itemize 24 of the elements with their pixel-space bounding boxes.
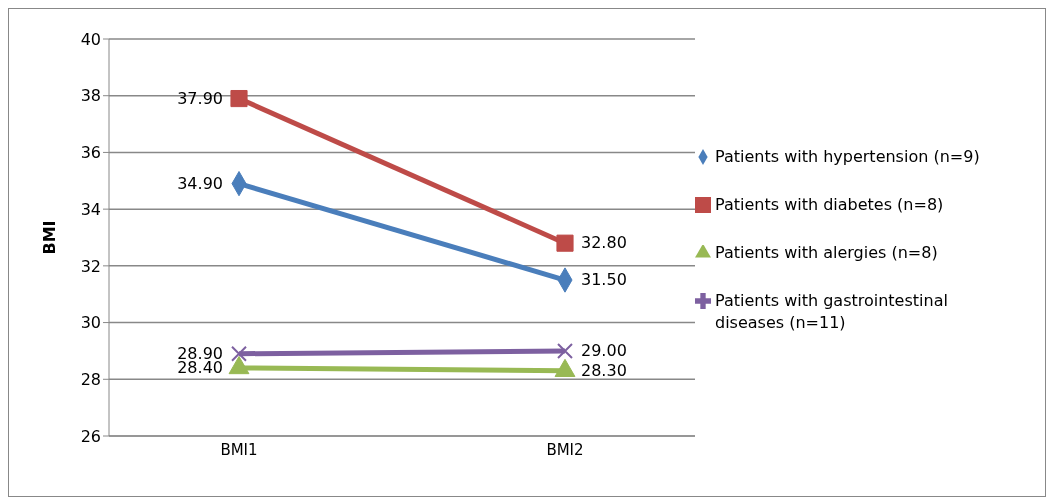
x-tick-label: BMI1 bbox=[220, 440, 258, 459]
y-tick-label: 32 bbox=[80, 256, 101, 276]
data-label: 31.50 bbox=[581, 270, 627, 290]
y-tick-label: 36 bbox=[80, 143, 101, 163]
legend-label: Patients with alergies (n=8) bbox=[715, 241, 938, 264]
point bbox=[557, 342, 573, 359]
legend-label: Patients with diabetes (n=8) bbox=[715, 193, 944, 216]
data-label: 32.80 bbox=[581, 233, 627, 253]
legend-label: Patients with hypertension (n=9) bbox=[715, 145, 980, 168]
y-tick-label: 34 bbox=[80, 199, 101, 219]
y-tick-label: 26 bbox=[80, 426, 101, 446]
x-tick-label: BMI2 bbox=[546, 440, 584, 459]
y-tick-label: 40 bbox=[80, 29, 101, 49]
data-label: 29.00 bbox=[581, 340, 627, 360]
y-tick-label: 38 bbox=[80, 86, 101, 106]
legend-label: Patients with gastrointestinal diseases (n=11) bbox=[715, 289, 949, 334]
y-tick-label: 30 bbox=[80, 313, 101, 333]
y-axis-title: BMI bbox=[39, 220, 59, 255]
y-tick-label: 28 bbox=[80, 369, 101, 389]
point bbox=[556, 234, 574, 252]
point bbox=[230, 89, 248, 108]
data-label: 34.90 bbox=[177, 173, 223, 193]
data-label: 28.30 bbox=[581, 360, 627, 380]
data-label: 37.90 bbox=[177, 88, 223, 108]
